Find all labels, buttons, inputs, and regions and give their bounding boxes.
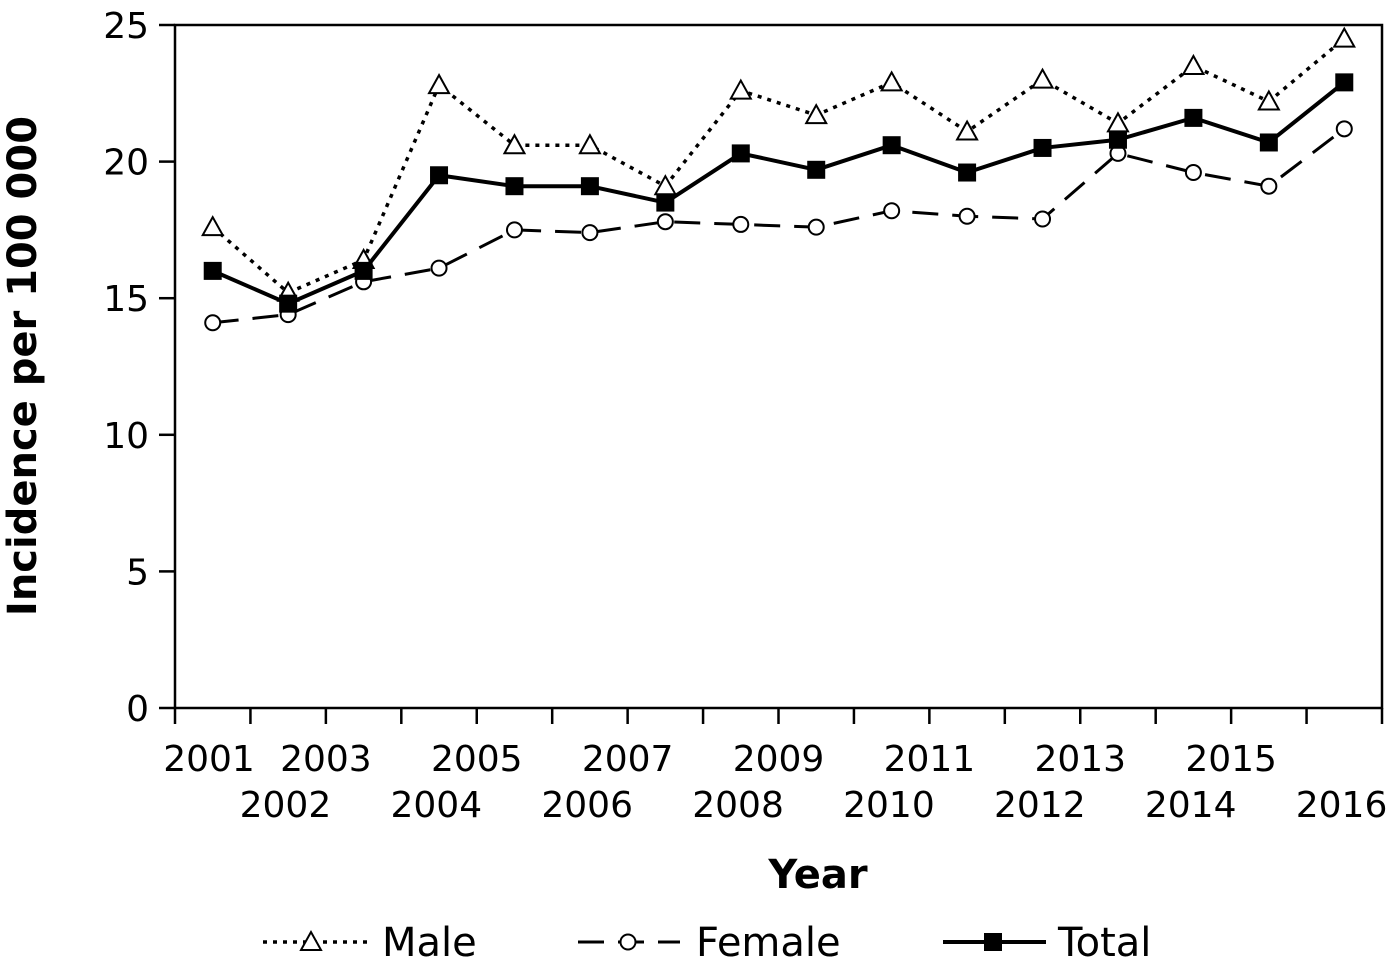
data-point-total xyxy=(430,166,449,185)
data-point-male xyxy=(729,78,753,100)
data-point-male xyxy=(879,70,904,92)
x-tick-label: 2001 xyxy=(163,739,255,780)
data-point-female xyxy=(204,314,222,332)
legend-label-total: Total xyxy=(1057,920,1151,958)
x-tick-label: 2006 xyxy=(541,785,633,826)
y-tick-label: 0 xyxy=(126,689,149,730)
data-point-total xyxy=(1335,73,1354,92)
series-line-total xyxy=(211,80,1346,306)
legend-item-male: Male xyxy=(263,920,477,958)
legend-label-male: Male xyxy=(382,920,477,958)
series-line-male xyxy=(211,37,1346,295)
series-line-female xyxy=(212,127,1346,325)
data-point-male xyxy=(502,133,527,155)
axes xyxy=(173,23,1384,710)
data-point-male xyxy=(955,119,979,141)
data-point-total xyxy=(354,261,373,280)
legend-label-female: Female xyxy=(696,920,841,958)
series-female xyxy=(204,120,1353,332)
y-tick-label: 25 xyxy=(103,6,149,47)
data-point-total xyxy=(882,136,901,155)
series-total xyxy=(203,73,1354,313)
legend-marker-female xyxy=(619,933,637,951)
x-tick-label: 2014 xyxy=(1145,785,1237,826)
data-point-total xyxy=(203,261,222,280)
data-point-female xyxy=(1335,120,1353,138)
x-tick-label: 2008 xyxy=(692,785,784,826)
data-point-male xyxy=(1332,26,1356,48)
legend-marker-male xyxy=(299,929,323,951)
legend: Male Female Total xyxy=(263,920,1151,958)
data-point-female xyxy=(1184,164,1202,182)
data-point-total xyxy=(580,177,599,196)
x-tick-label: 2007 xyxy=(582,739,674,780)
legend-marker-total xyxy=(984,933,1002,951)
data-point-female xyxy=(505,221,523,239)
x-tick-label: 2009 xyxy=(733,739,825,780)
data-point-total xyxy=(656,193,675,212)
x-tick-label: 2002 xyxy=(240,785,332,826)
data-point-total xyxy=(1184,108,1203,127)
x-tick-label: 2016 xyxy=(1296,785,1388,826)
data-point-total xyxy=(505,177,524,196)
data-point-total xyxy=(958,163,977,182)
data-point-male xyxy=(1030,67,1055,89)
y-axis-title: Incidence per 100 000 xyxy=(0,116,46,616)
data-point-total xyxy=(807,160,826,179)
y-tick-label: 5 xyxy=(126,552,149,593)
data-point-female xyxy=(958,207,976,225)
x-tick-label: 2012 xyxy=(994,785,1086,826)
y-tick-label: 20 xyxy=(103,143,149,184)
y-tick-label: 15 xyxy=(103,279,149,320)
x-tick-label: 2010 xyxy=(843,785,935,826)
x-tick-label: 2015 xyxy=(1185,739,1277,780)
data-point-female xyxy=(1034,210,1052,228)
data-point-female xyxy=(430,259,448,277)
plot-frame xyxy=(173,23,1384,710)
x-axis-title: Year xyxy=(767,852,867,898)
data-point-male xyxy=(427,73,451,95)
data-point-total xyxy=(1108,130,1127,149)
data-point-male xyxy=(1257,89,1281,111)
y-axis-ticks: 0 5 10 15 20 25 xyxy=(103,6,175,730)
data-point-male xyxy=(1181,53,1206,75)
x-tick-label: 2004 xyxy=(391,785,483,826)
data-point-male xyxy=(201,215,225,237)
data-point-female xyxy=(883,202,901,220)
legend-item-female: Female xyxy=(578,920,841,958)
x-tick-label: 2011 xyxy=(884,739,976,780)
data-point-male xyxy=(578,133,602,155)
data-point-total xyxy=(1259,133,1278,152)
x-tick-label: 2003 xyxy=(280,739,372,780)
data-point-female xyxy=(807,218,825,236)
data-point-total xyxy=(279,294,298,313)
data-point-female xyxy=(732,215,750,233)
data-point-total xyxy=(1033,138,1052,157)
data-point-male xyxy=(804,103,828,125)
x-tick-label: 2013 xyxy=(1034,739,1126,780)
data-point-female xyxy=(656,213,674,231)
x-axis-ticks: 2001 2002 2003 2004 2005 2006 2007 2008 2009 2010… xyxy=(163,708,1387,826)
series-male xyxy=(201,26,1356,302)
data-point-female xyxy=(1260,177,1278,195)
series xyxy=(201,26,1356,332)
x-tick-label: 2005 xyxy=(431,739,523,780)
data-point-total xyxy=(731,144,750,163)
data-point-female xyxy=(581,224,599,242)
legend-item-total: Total xyxy=(943,920,1151,958)
y-tick-label: 10 xyxy=(103,416,149,457)
